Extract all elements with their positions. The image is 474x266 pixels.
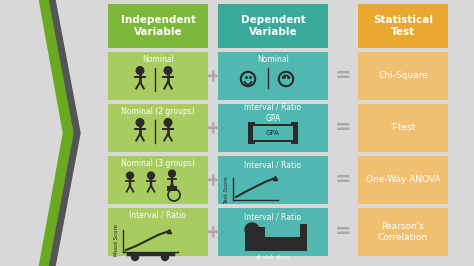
Text: =: = <box>335 171 351 189</box>
Text: Dependent
Variable: Dependent Variable <box>241 15 305 37</box>
Text: Interval / Ratio: Interval / Ratio <box>245 213 301 222</box>
Circle shape <box>245 223 259 237</box>
Bar <box>245 237 305 251</box>
Text: Nominal (3 groups): Nominal (3 groups) <box>121 159 195 168</box>
Text: Interval / Ratio: Interval / Ratio <box>245 160 301 169</box>
Text: Statistical
Test: Statistical Test <box>373 15 433 37</box>
Bar <box>108 208 208 256</box>
Circle shape <box>147 172 155 179</box>
Bar <box>248 122 255 144</box>
Text: +: + <box>205 118 221 138</box>
Polygon shape <box>0 0 73 266</box>
Bar <box>218 104 328 152</box>
Text: One-Way ANOVA: One-Way ANOVA <box>365 176 440 185</box>
Text: Pearson's
Correlation: Pearson's Correlation <box>378 222 428 242</box>
Text: Nominal: Nominal <box>142 55 174 64</box>
Text: Test Score: Test Score <box>225 176 229 204</box>
Bar <box>245 227 265 237</box>
Circle shape <box>169 170 175 177</box>
Bar <box>218 208 328 256</box>
Text: Nominal: Nominal <box>257 55 289 64</box>
Text: +: + <box>205 222 221 242</box>
Text: Independent
Variable: Independent Variable <box>120 15 195 37</box>
Text: GPA: GPA <box>266 130 280 136</box>
Bar <box>291 122 298 144</box>
Polygon shape <box>0 0 80 266</box>
Text: Interval / Ratio
GPA: Interval / Ratio GPA <box>245 103 301 123</box>
Circle shape <box>131 253 138 260</box>
Text: =: = <box>335 118 351 138</box>
Circle shape <box>136 119 144 126</box>
Bar <box>358 156 448 204</box>
Text: =: = <box>335 66 351 85</box>
Bar <box>167 186 177 191</box>
Bar <box>108 4 208 48</box>
Bar <box>218 52 328 100</box>
Bar <box>358 208 448 256</box>
Circle shape <box>136 67 144 74</box>
Text: T-test: T-test <box>391 123 416 132</box>
Text: +: + <box>205 66 221 85</box>
Polygon shape <box>0 0 62 266</box>
Text: Interval / Ratio: Interval / Ratio <box>129 210 186 219</box>
Bar <box>358 4 448 48</box>
Text: Mood Score: Mood Score <box>115 224 119 256</box>
Circle shape <box>164 67 172 74</box>
Text: =: = <box>335 222 351 242</box>
Circle shape <box>162 253 168 260</box>
Bar <box>253 126 293 140</box>
Circle shape <box>164 119 172 126</box>
Text: Nominal (2 groups): Nominal (2 groups) <box>121 106 195 115</box>
Text: # sick days: # sick days <box>256 255 290 260</box>
Bar <box>108 104 208 152</box>
Text: +: + <box>205 171 221 189</box>
Bar <box>108 52 208 100</box>
Bar <box>108 156 208 204</box>
Bar <box>251 124 295 142</box>
Bar <box>300 224 307 251</box>
Bar <box>218 156 328 204</box>
Bar <box>358 104 448 152</box>
Bar <box>358 52 448 100</box>
Text: Chi-Square: Chi-Square <box>378 72 428 81</box>
Bar <box>218 4 328 48</box>
Circle shape <box>127 172 133 179</box>
